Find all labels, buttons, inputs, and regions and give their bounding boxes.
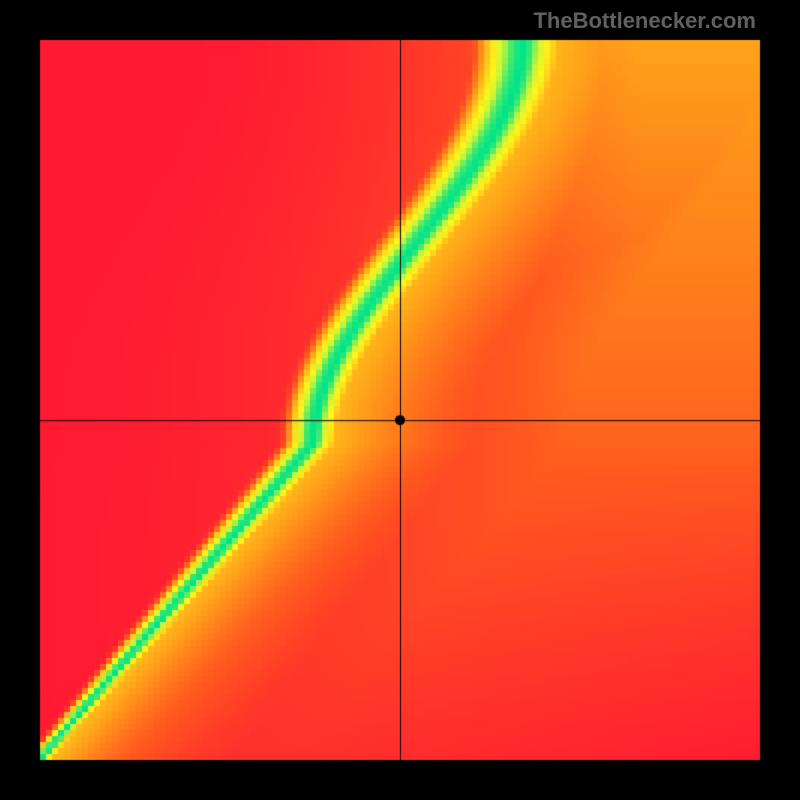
bottleneck-heatmap [0,0,800,800]
chart-container: TheBottlenecker.com [0,0,800,800]
watermark-text: TheBottlenecker.com [533,8,756,34]
